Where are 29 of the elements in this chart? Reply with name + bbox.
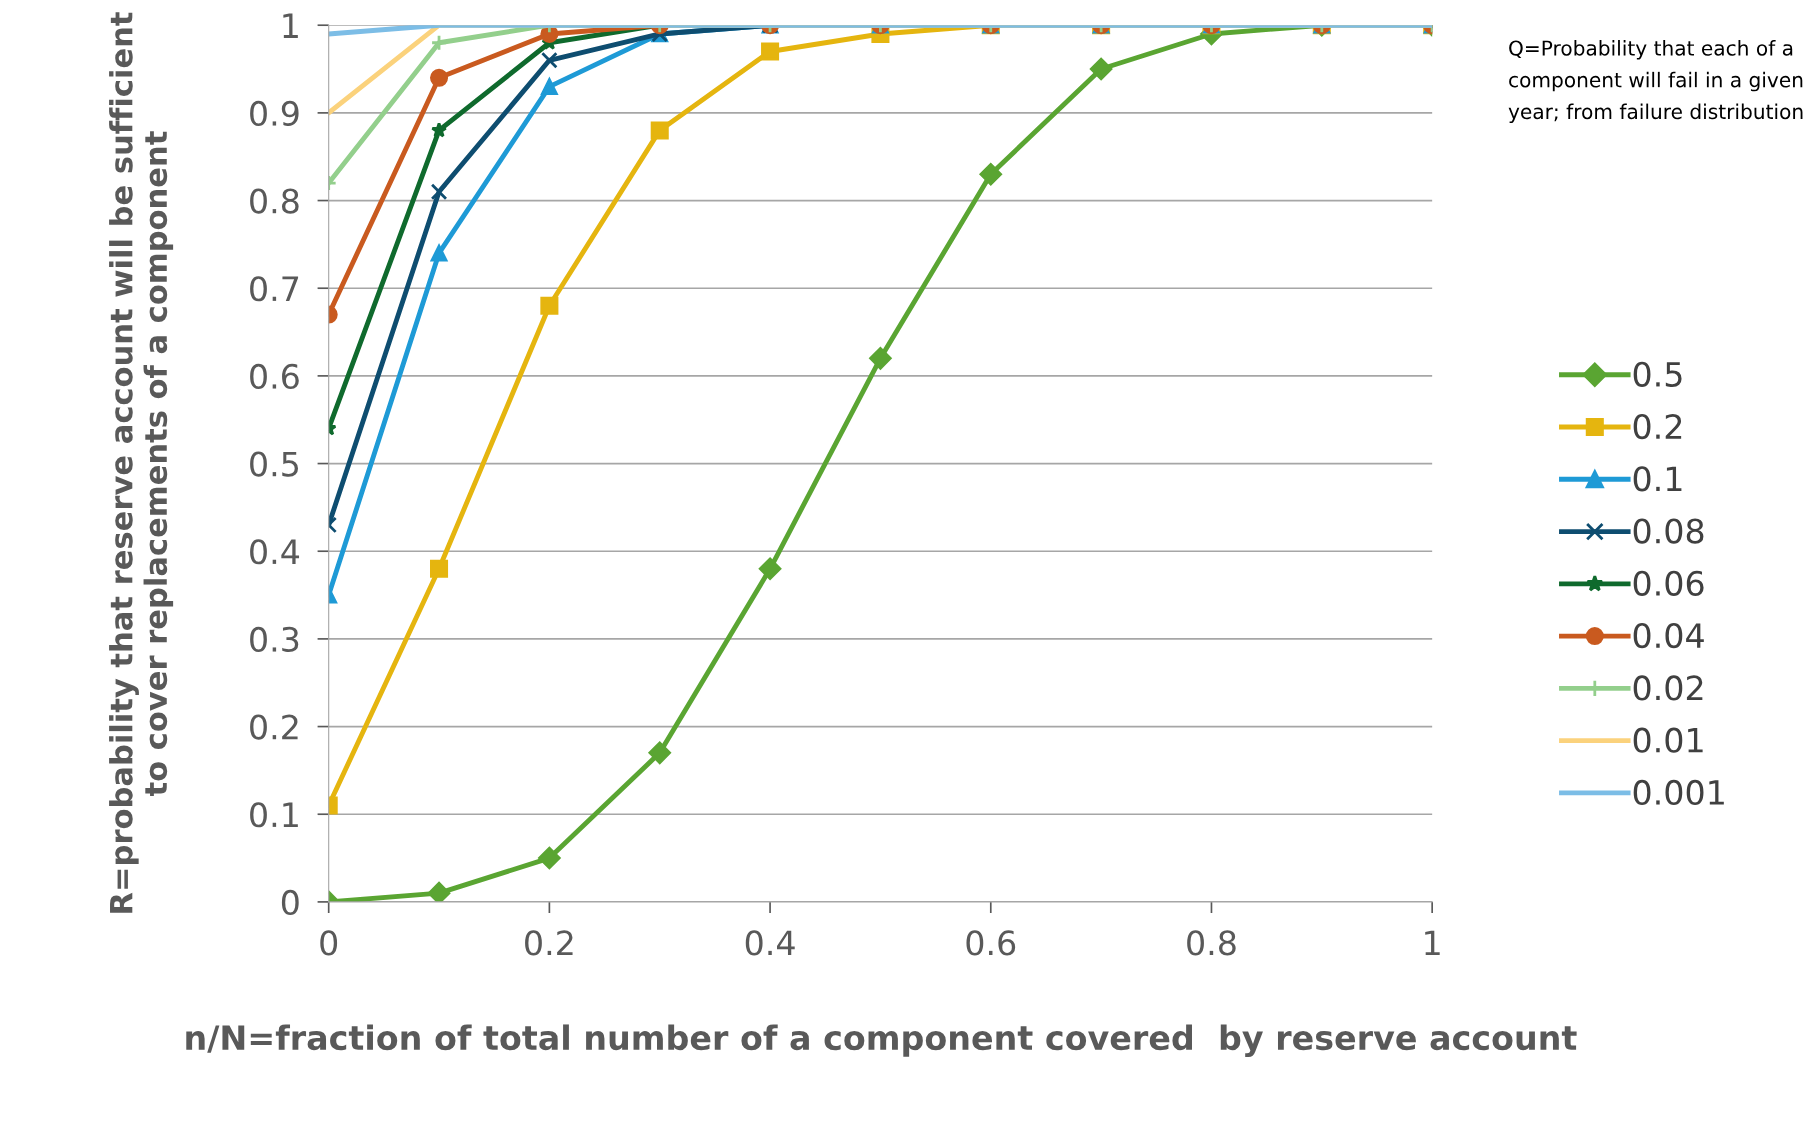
x-axis-title: n/N=fraction of total number of a component covered by reserve account — [186, 1024, 1577, 1057]
y-axis-title: R=probability that reserve account will be sufficient to cover replacements of a component — [109, 12, 174, 913]
y-tick-label: 0 — [281, 889, 299, 916]
y-tick-label: 0.8 — [250, 188, 299, 214]
y-tick-label: 0.9 — [250, 100, 299, 127]
legend-title: Q=Probability that each of a component will fail in a given year; from failure distribution — [1508, 40, 1803, 124]
y-tick-label: 0.2 — [250, 714, 298, 740]
y-tick-label: 0.5 — [250, 451, 298, 477]
legend-label: 0.001 — [1633, 779, 1724, 806]
x-tick-label: 0.6 — [966, 930, 1016, 956]
y-tick-label: 0.1 — [250, 802, 298, 828]
legend-label: 0.04 — [1633, 623, 1704, 649]
x-tick-label: 0.2 — [525, 930, 573, 956]
y-tick-label: 0.6 — [250, 363, 299, 390]
legend-label: 0.02 — [1633, 675, 1703, 701]
x-tick-label: 0.8 — [1187, 930, 1236, 956]
y-tick-label: 1 — [283, 13, 298, 38]
legend-label: 0.08 — [1633, 518, 1704, 544]
legend-label: 0.1 — [1633, 466, 1682, 492]
y-tick-label: 0.3 — [250, 626, 299, 653]
legend-label: 0.06 — [1633, 570, 1704, 596]
x-tick-label: 0 — [320, 930, 338, 956]
legend-label: 0.5 — [1633, 361, 1682, 387]
legend-label: 0.01 — [1633, 727, 1703, 753]
legend-label: 0.2 — [1633, 413, 1682, 440]
x-tick-label: 0.4 — [745, 930, 795, 956]
x-tick-label: 1 — [1425, 930, 1440, 956]
y-tick-label: 0.4 — [250, 539, 300, 565]
y-tick-label: 0.7 — [250, 276, 299, 302]
